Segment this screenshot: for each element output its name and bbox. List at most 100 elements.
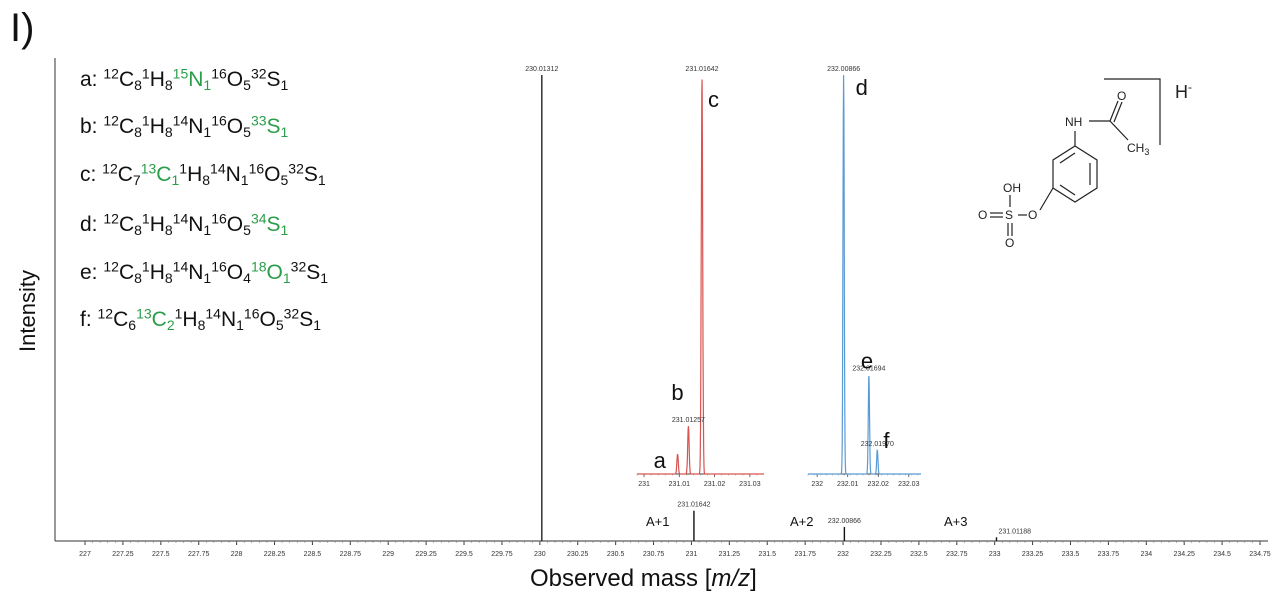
element-term: 14N1 <box>205 305 244 334</box>
element-term: 32S1 <box>250 65 289 94</box>
element-term: 1H8 <box>141 210 173 239</box>
annotation-a-plus-3: A+3 <box>944 514 968 529</box>
ring-inner-bond-1 <box>1059 152 1076 164</box>
inset-tick-label: 231.01 <box>669 481 691 488</box>
x-tick-label: 234.5 <box>1213 551 1231 558</box>
inset-tick-label: 231.03 <box>739 481 761 488</box>
inset-a-plus-1: 231 231.01 231.02 231.03 231.01257 231.01642… <box>636 66 764 488</box>
bracket <box>1104 78 1161 145</box>
element-term: 12C8 <box>103 65 142 94</box>
x-tick-label: 231.25 <box>719 551 741 558</box>
peak-letter: a <box>654 448 667 473</box>
bond-ring-o <box>1039 187 1054 211</box>
element-term: 14N1 <box>172 258 212 287</box>
inset-tick-label: 232.02 <box>868 481 890 488</box>
isotopologue-letter: d: <box>80 213 104 236</box>
x-tick-label: 230 <box>534 551 546 558</box>
x-tick-label: 230.75 <box>643 551 665 558</box>
element-term: 1H8 <box>141 112 173 141</box>
inset-peak-label: 232.01694 <box>852 365 885 372</box>
isotopologue-letter: e: <box>80 261 104 284</box>
element-term: 1H8 <box>141 65 173 94</box>
bond-c-o-1 <box>1109 100 1119 122</box>
inset1-x-ticks: 231 231.01 231.02 231.03 <box>636 474 761 488</box>
label-oh: OH <box>1003 181 1021 195</box>
x-tick-label: 229.5 <box>455 551 473 558</box>
element-term: 16O4 <box>211 258 251 287</box>
element-term: 16O5 <box>211 112 251 141</box>
label-s: S <box>1005 208 1013 222</box>
isotopologue-a: a: 12C81H815N116O532S1 <box>80 65 289 94</box>
x-axis-label-text: Observed mass [m/z] <box>530 565 757 592</box>
x-tick-label: 229.75 <box>491 551 513 558</box>
inset-tick-label: 232.01 <box>837 481 859 488</box>
x-tick-label: 228.25 <box>264 551 286 558</box>
x-tick-label: 233.75 <box>1098 551 1120 558</box>
element-term: 15N1 <box>172 65 212 94</box>
inset-peak-label: 232.00866 <box>827 66 860 73</box>
element-term: 32S1 <box>290 258 329 287</box>
panel-label: I) <box>10 6 35 50</box>
x-axis-label: Observed mass [m/z] <box>530 565 757 593</box>
isotopologue-b: b: 12C81H814N116O533S1 <box>80 112 289 141</box>
label-ch3: CH3 <box>1127 141 1149 157</box>
isotopologue-letter: a: <box>80 68 104 91</box>
peak-label: 231.01188 <box>998 528 1031 535</box>
inset-peak-label: 232.01970 <box>861 441 894 448</box>
structure-labels: NH O CH3 OH O S O O H- <box>978 80 1192 250</box>
bond-c-ch3 <box>1109 120 1129 141</box>
isotopologue-e: e: 12C81H814N116O418O132S1 <box>80 258 329 287</box>
element-term: 33S1 <box>250 112 289 141</box>
x-tick-label: 228.75 <box>340 551 362 558</box>
element-term: 12C8 <box>103 258 142 287</box>
element-term: 14N1 <box>172 210 212 239</box>
x-tick-label: 231.5 <box>758 551 776 558</box>
inset-tick-label: 232.03 <box>898 481 920 488</box>
x-tick-label: 234.25 <box>1173 551 1195 558</box>
element-term: 12C8 <box>103 112 142 141</box>
peak-letter: b <box>671 380 683 405</box>
element-term: 12C6 <box>97 305 137 334</box>
x-tick-label: 227.5 <box>152 551 170 558</box>
inset-tick-label: 231 <box>638 481 650 488</box>
element-term: 16O5 <box>243 305 284 334</box>
x-tick-label: 232.75 <box>946 551 968 558</box>
peak-letter: d <box>856 75 868 100</box>
isotopologue-d: d: 12C81H814N116O534S1 <box>80 210 288 239</box>
peak-label: 231.01642 <box>677 502 710 509</box>
annotation-a-plus-1: A+1 <box>646 514 670 529</box>
isotopologue-letter: f: <box>80 308 98 331</box>
element-term: 13C2 <box>136 305 175 334</box>
inset2-x-ticks: 232 232.01 232.02 232.03 <box>807 474 920 488</box>
peak-label: 232.00866 <box>828 518 861 525</box>
element-term: 16O5 <box>248 160 289 189</box>
peak-letter: f <box>883 428 890 453</box>
x-tick-label: 233.25 <box>1022 551 1044 558</box>
x-tick-label: 231 <box>686 551 698 558</box>
label-nh: NH <box>1065 115 1082 129</box>
isotopologue-c: c: 12C713C11H814N116O532S1 <box>80 160 326 189</box>
x-tick-label: 232.25 <box>870 551 892 558</box>
label-o-top: O <box>1117 89 1126 103</box>
benzene-ring <box>1052 145 1098 203</box>
label-o-left: O <box>978 208 987 222</box>
x-tick-label: 231.75 <box>794 551 816 558</box>
label-o-bottom: O <box>1005 236 1014 250</box>
isotopologue-f: f: 12C613C21H814N116O532S1 <box>80 305 322 334</box>
x-tick-label: 233.5 <box>1062 551 1080 558</box>
x-axis-unit: m/z <box>711 565 751 592</box>
peak-label: 230.01312 <box>525 66 558 73</box>
label-o-bridge: O <box>1028 208 1037 222</box>
element-term: 1H8 <box>179 160 211 189</box>
x-tick-label: 232.5 <box>910 551 928 558</box>
inset-peak-label: 231.01257 <box>672 417 705 424</box>
y-axis-label: Intensity <box>15 270 40 352</box>
x-tick-label: 227.25 <box>112 551 134 558</box>
inset1-profile-line <box>637 79 764 475</box>
bond-c-o-2 <box>1113 101 1123 123</box>
inset2-peak-labels: 232.00866 232.01694 232.01970 d e f <box>827 66 894 453</box>
x-tick-label: 232 <box>837 551 849 558</box>
element-term: 32S1 <box>283 305 322 334</box>
element-term: 1H8 <box>174 305 206 334</box>
element-term: 14N1 <box>172 112 212 141</box>
